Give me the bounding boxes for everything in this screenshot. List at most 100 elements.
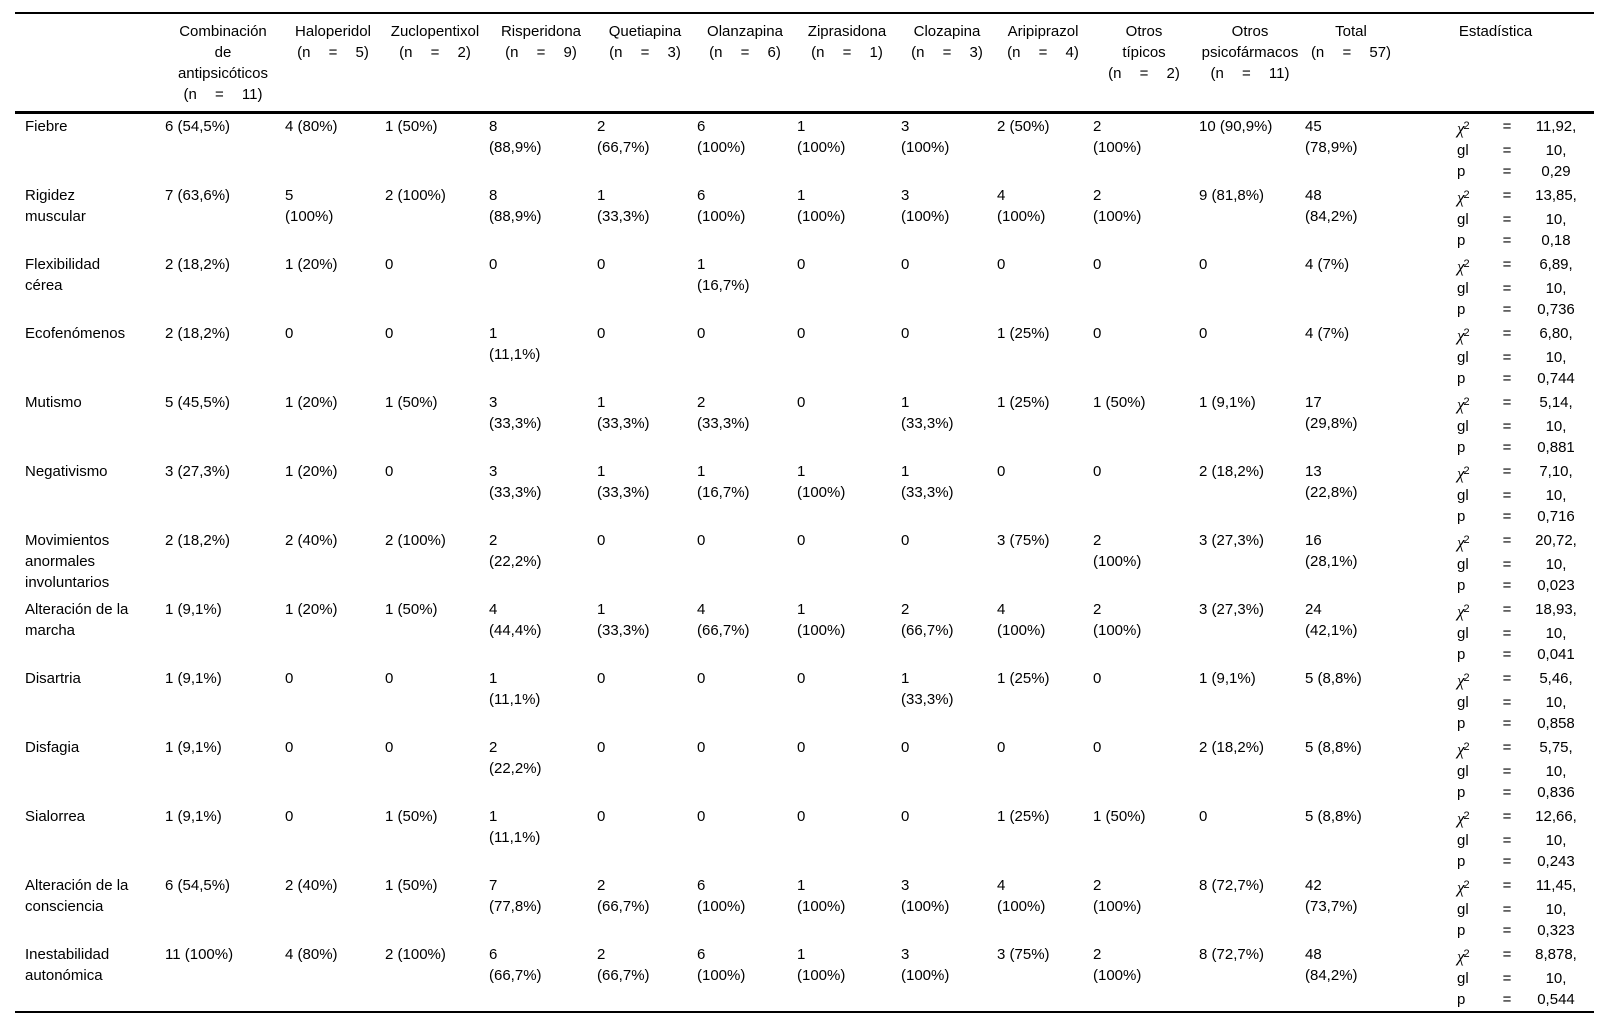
stat-value: 0,041 bbox=[1537, 646, 1575, 663]
data-cell: 0 bbox=[997, 256, 1006, 273]
data-cell: 45 (78,9%) bbox=[1305, 118, 1358, 156]
stat-equals: = bbox=[1502, 901, 1512, 918]
data-cell: 0 bbox=[797, 325, 806, 342]
data-cell: 2 (22,2%) bbox=[489, 739, 542, 777]
table-row: Fiebre 6 (54,5%) 4 (80%) 1 (50%) 8 (88,9%) 2 … bbox=[15, 113, 1594, 184]
data-cell: 6 (66,7%) bbox=[489, 946, 542, 984]
table-row: Mutismo 5 (45,5%) 1 (20%) 1 (50%) 3 (33,3%) 1… bbox=[15, 390, 1594, 459]
data-cell: 3 (33,3%) bbox=[489, 463, 542, 501]
data-cell: 48 (84,2%) bbox=[1305, 946, 1358, 984]
data-cell: 1 (100%) bbox=[797, 877, 846, 915]
column-header: Haloperidol (n = 5) bbox=[285, 13, 385, 114]
stat-value: 0,544 bbox=[1537, 991, 1575, 1008]
data-cell: 6 (100%) bbox=[697, 187, 746, 225]
table-row: Disartria 1 (9,1%) 0 0 1 (11,1%) 0 0 0 1 (33,3%)… bbox=[15, 666, 1594, 735]
stat-line: χ2 = 11,92, bbox=[1457, 116, 1592, 140]
data-cell: 0 bbox=[797, 808, 806, 825]
data-cell: 1 (11,1%) bbox=[489, 808, 541, 846]
stat-equals: = bbox=[1502, 349, 1512, 366]
stat-equals: = bbox=[1502, 280, 1512, 297]
data-cell: 4 (80%) bbox=[285, 946, 338, 963]
data-cell: 0 bbox=[285, 808, 294, 825]
table-row: Movimientos anormales involuntarios 2 (18… bbox=[15, 528, 1594, 597]
stat-symbol: gl bbox=[1457, 142, 1469, 159]
stats-cell: χ2 = 7,10, gl = 10, p = 0,716 bbox=[1401, 459, 1594, 528]
data-cell: 4 (7%) bbox=[1305, 256, 1350, 273]
row-label: Alteración de la consciencia bbox=[25, 877, 129, 915]
stat-value: 0,323 bbox=[1537, 922, 1575, 939]
column-header-n: (n = 2) bbox=[399, 44, 471, 61]
data-cell: 1 (11,1%) bbox=[489, 670, 541, 708]
data-cell: 8 (88,9%) bbox=[489, 118, 542, 156]
data-cell: 24 (42,1%) bbox=[1305, 601, 1358, 639]
data-cell: 2 (100%) bbox=[1093, 877, 1142, 915]
data-cell: 2 (66,7%) bbox=[901, 601, 954, 639]
column-header-n: (n = 11) bbox=[183, 86, 263, 103]
stat-value: 6,89, bbox=[1539, 256, 1573, 273]
data-cell: 2 (66,7%) bbox=[597, 118, 650, 156]
data-cell: 2 (100%) bbox=[1093, 532, 1142, 570]
stat-equals: = bbox=[1502, 370, 1512, 387]
data-cell: 0 bbox=[1093, 256, 1102, 273]
stat-value: 5,46, bbox=[1539, 670, 1573, 687]
data-cell: 0 bbox=[1093, 463, 1102, 480]
data-cell: 3 (27,3%) bbox=[1199, 601, 1265, 618]
stat-equals: = bbox=[1502, 646, 1512, 663]
stat-line: χ2 = 5,14, bbox=[1457, 392, 1592, 416]
data-cell: 4 (66,7%) bbox=[697, 601, 750, 639]
stat-line: gl = 10, bbox=[1457, 140, 1592, 161]
data-cell: 1 (50%) bbox=[385, 877, 438, 894]
stat-value: 0,243 bbox=[1537, 853, 1575, 870]
row-label: Movimientos anormales involuntarios bbox=[25, 532, 110, 591]
stat-symbol: p bbox=[1457, 991, 1466, 1008]
data-cell: 0 bbox=[597, 532, 606, 549]
table-row: Alteración de la consciencia 6 (54,5%) 2 (… bbox=[15, 873, 1594, 942]
data-cell: 4 (7%) bbox=[1305, 325, 1350, 342]
stat-equals: = bbox=[1502, 325, 1512, 342]
stat-line: χ2 = 6,80, bbox=[1457, 323, 1592, 347]
data-cell: 2 (100%) bbox=[385, 532, 446, 549]
row-label: Sialorrea bbox=[25, 808, 86, 825]
data-cell: 1 (16,7%) bbox=[697, 256, 750, 294]
stat-line: gl = 10, bbox=[1457, 485, 1592, 506]
stat-symbol: p bbox=[1457, 301, 1466, 318]
stat-line: p = 0,836 bbox=[1457, 782, 1592, 803]
row-label: Mutismo bbox=[25, 394, 82, 411]
stat-symbol: χ2 bbox=[1457, 257, 1470, 276]
stat-symbol: p bbox=[1457, 715, 1466, 732]
stat-equals: = bbox=[1502, 577, 1512, 594]
data-cell: 1 (25%) bbox=[997, 394, 1050, 411]
data-cell: 48 (84,2%) bbox=[1305, 187, 1358, 225]
data-cell: 3 (33,3%) bbox=[489, 394, 542, 432]
stat-line: p = 0,041 bbox=[1457, 644, 1592, 665]
row-label: Flexibilidad cérea bbox=[25, 256, 101, 294]
data-cell: 8 (88,9%) bbox=[489, 187, 542, 225]
data-cell: 0 bbox=[385, 325, 394, 342]
data-cell: 0 bbox=[697, 739, 706, 756]
stat-equals: = bbox=[1502, 394, 1512, 411]
data-cell: 5 (45,5%) bbox=[165, 394, 231, 411]
data-cell: 3 (100%) bbox=[901, 118, 950, 156]
stat-equals: = bbox=[1502, 601, 1512, 618]
data-cell: 1 (9,1%) bbox=[165, 808, 222, 825]
stat-value: 10, bbox=[1545, 211, 1567, 228]
stat-line: χ2 = 5,75, bbox=[1457, 737, 1592, 761]
stat-line: p = 0,243 bbox=[1457, 851, 1592, 872]
data-cell: 1 (20%) bbox=[285, 601, 338, 618]
data-cell: 2 (18,2%) bbox=[165, 325, 231, 342]
column-header: Estadística bbox=[1401, 13, 1594, 114]
stat-symbol: p bbox=[1457, 232, 1466, 249]
column-header: Quetiapina (n = 3) bbox=[597, 13, 697, 114]
stat-symbol: gl bbox=[1457, 418, 1469, 435]
stat-equals: = bbox=[1502, 739, 1512, 756]
table-row: Disfagia 1 (9,1%) 0 0 2 (22,2%) 0 0 0 0 0 0 2 (18,2… bbox=[15, 735, 1594, 804]
stat-value: 0,744 bbox=[1537, 370, 1575, 387]
column-header-n: (n = 6) bbox=[709, 44, 781, 61]
column-header-n: (n = 2) bbox=[1108, 65, 1180, 82]
stat-value: 7,10, bbox=[1539, 463, 1573, 480]
data-cell: 2 (18,2%) bbox=[1199, 463, 1265, 480]
data-cell: 5 (100%) bbox=[285, 187, 334, 225]
data-cell: 4 (80%) bbox=[285, 118, 338, 135]
data-cell: 1 (100%) bbox=[797, 463, 846, 501]
stat-value: 10, bbox=[1545, 418, 1567, 435]
